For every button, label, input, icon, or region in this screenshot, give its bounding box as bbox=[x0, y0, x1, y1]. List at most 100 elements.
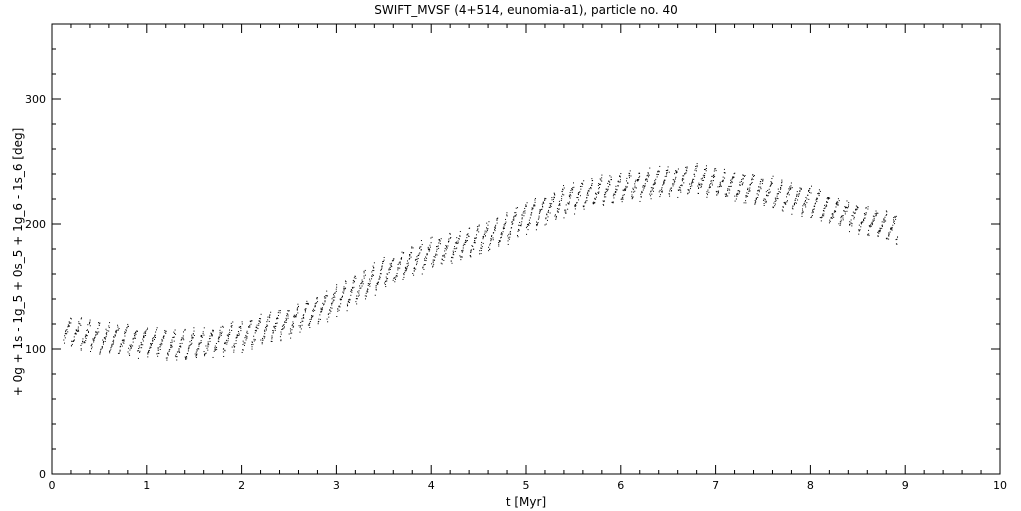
data-point bbox=[427, 246, 429, 248]
data-point bbox=[648, 176, 650, 178]
data-point bbox=[712, 175, 714, 177]
data-point bbox=[787, 192, 789, 194]
data-point bbox=[421, 244, 423, 246]
data-point bbox=[367, 291, 369, 293]
data-point bbox=[663, 182, 665, 184]
data-point bbox=[624, 189, 626, 191]
data-point bbox=[836, 204, 838, 206]
data-point bbox=[284, 321, 286, 323]
data-point bbox=[772, 206, 774, 208]
data-point bbox=[174, 355, 176, 357]
data-point bbox=[569, 197, 571, 199]
data-point bbox=[803, 202, 805, 204]
data-point bbox=[820, 220, 822, 222]
data-point bbox=[646, 178, 648, 180]
data-point bbox=[327, 321, 329, 323]
data-point bbox=[216, 348, 218, 350]
data-point bbox=[602, 200, 604, 202]
data-point bbox=[321, 307, 323, 309]
data-point bbox=[183, 339, 185, 341]
data-point bbox=[295, 316, 297, 318]
data-point bbox=[321, 310, 323, 312]
data-point bbox=[371, 271, 373, 273]
data-point bbox=[787, 191, 789, 193]
data-point bbox=[650, 187, 652, 189]
data-point bbox=[145, 335, 147, 337]
data-point bbox=[812, 211, 814, 213]
data-point bbox=[173, 337, 175, 338]
data-point bbox=[295, 314, 297, 316]
data-point bbox=[395, 275, 397, 277]
data-point bbox=[840, 223, 842, 225]
data-point bbox=[839, 224, 841, 226]
data-point bbox=[711, 175, 713, 177]
data-point bbox=[687, 192, 689, 194]
y-axis-label: + 0g + 1s - 1g_5 + 0s_5 + 1g_6 - 1s_6 [d… bbox=[11, 128, 25, 397]
data-point bbox=[258, 320, 260, 322]
data-point bbox=[763, 203, 765, 205]
data-point bbox=[606, 188, 608, 190]
data-point bbox=[745, 196, 747, 198]
data-point bbox=[550, 205, 552, 207]
data-point bbox=[84, 336, 86, 338]
data-point bbox=[747, 195, 749, 197]
data-point bbox=[763, 198, 765, 200]
data-point bbox=[895, 215, 897, 217]
data-point bbox=[170, 345, 172, 347]
data-point bbox=[518, 224, 520, 226]
data-point bbox=[406, 266, 408, 268]
data-point bbox=[470, 251, 472, 253]
data-point bbox=[242, 349, 244, 351]
data-point bbox=[568, 195, 570, 197]
x-tick-label: 4 bbox=[428, 479, 435, 492]
data-point bbox=[563, 194, 565, 196]
data-point bbox=[311, 315, 313, 317]
data-point bbox=[85, 337, 87, 339]
data-point bbox=[290, 337, 292, 339]
data-point bbox=[743, 175, 745, 177]
data-point bbox=[381, 266, 383, 268]
data-point bbox=[573, 182, 574, 184]
data-point bbox=[236, 335, 238, 337]
data-point bbox=[696, 166, 698, 168]
data-point bbox=[137, 350, 139, 352]
data-point bbox=[393, 258, 395, 260]
data-point bbox=[161, 338, 163, 340]
data-point bbox=[353, 281, 355, 283]
data-point bbox=[186, 356, 188, 358]
data-point bbox=[488, 250, 490, 252]
data-point bbox=[739, 184, 741, 186]
data-point bbox=[457, 242, 459, 244]
data-point bbox=[362, 283, 364, 285]
data-point bbox=[319, 318, 321, 320]
data-point bbox=[397, 263, 399, 265]
data-point bbox=[655, 178, 657, 180]
data-point bbox=[333, 299, 335, 301]
data-point bbox=[681, 185, 683, 187]
data-point bbox=[506, 212, 508, 214]
data-point bbox=[505, 221, 507, 223]
data-point bbox=[206, 347, 208, 349]
data-point bbox=[413, 267, 415, 269]
data-point bbox=[865, 207, 867, 209]
data-point bbox=[133, 337, 135, 339]
data-point bbox=[713, 177, 715, 179]
data-point bbox=[223, 348, 225, 350]
data-point bbox=[548, 209, 550, 211]
data-point bbox=[669, 188, 671, 190]
data-point bbox=[893, 220, 895, 222]
data-point bbox=[420, 246, 422, 248]
data-point bbox=[521, 218, 523, 220]
data-point bbox=[646, 179, 648, 181]
data-point bbox=[350, 294, 352, 296]
data-point bbox=[482, 236, 484, 238]
data-point bbox=[143, 334, 145, 336]
data-point bbox=[757, 197, 759, 199]
data-point bbox=[311, 316, 313, 318]
data-point bbox=[413, 274, 415, 276]
data-point bbox=[748, 189, 750, 191]
data-point bbox=[592, 180, 594, 181]
data-point bbox=[325, 297, 327, 299]
data-point bbox=[476, 226, 478, 228]
data-point bbox=[365, 292, 367, 294]
